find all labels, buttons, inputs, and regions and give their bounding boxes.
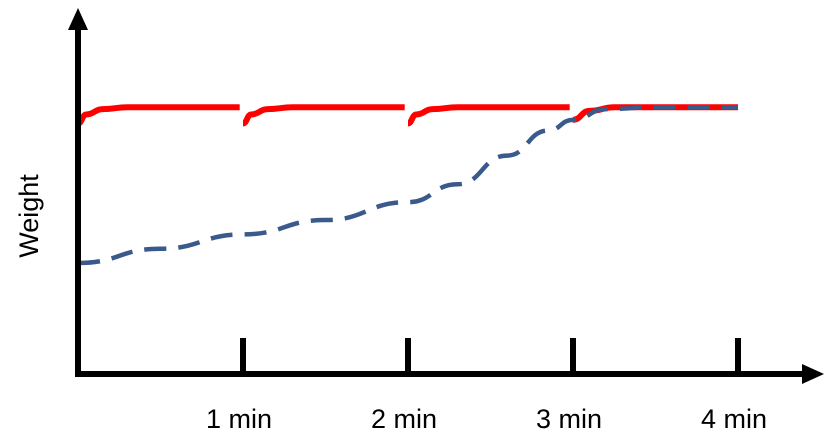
solid-series-segment — [407, 104, 570, 127]
x-tick-label: 4 min — [701, 404, 767, 434]
y-axis-arrow — [68, 8, 88, 30]
solid-series-segment — [242, 104, 405, 127]
x-tick-label: 3 min — [536, 404, 602, 434]
dashed-series-line — [77, 105, 738, 266]
y-axis-label: Weight — [14, 174, 44, 258]
labels: Weight 1 min 2 min 3 min 4 min — [14, 174, 767, 434]
x-tick-label: 1 min — [206, 404, 272, 434]
series-layer — [77, 104, 738, 266]
axes — [68, 8, 824, 384]
x-tick-label: 2 min — [371, 404, 437, 434]
x-axis-arrow — [802, 364, 824, 384]
solid-series-segment — [77, 104, 240, 127]
